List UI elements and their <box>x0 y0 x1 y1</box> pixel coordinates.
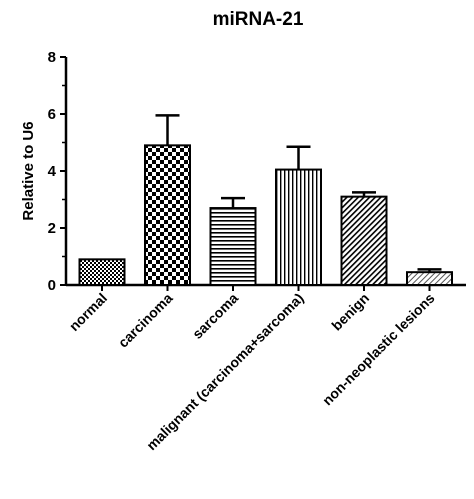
axes: 0 2 4 6 8 <box>48 49 466 294</box>
y-tick-label: 6 <box>48 106 56 123</box>
bar-2 <box>209 207 257 286</box>
chart-title: miRNA-21 <box>213 9 304 30</box>
bars-group <box>78 114 453 287</box>
x-tick-label: non-neoplastic lesions <box>319 290 438 409</box>
x-tick-label: normal <box>66 290 110 334</box>
y-tick-label: 8 <box>48 49 56 66</box>
bar-5 <box>406 271 453 286</box>
y-tick-label: 2 <box>48 220 56 237</box>
bar-4 <box>340 195 388 286</box>
bar-1 <box>144 144 191 286</box>
y-tick-label: 4 <box>48 163 57 180</box>
x-tick-label: carcinoma <box>115 290 176 351</box>
x-tick-label: benign <box>328 290 372 334</box>
y-tick-label: 0 <box>48 277 56 294</box>
bar-3 <box>275 168 322 286</box>
y-axis-label: Relative to U6 <box>20 121 37 220</box>
bar-0 <box>78 258 126 287</box>
x-tick-label: sarcoma <box>189 290 241 342</box>
